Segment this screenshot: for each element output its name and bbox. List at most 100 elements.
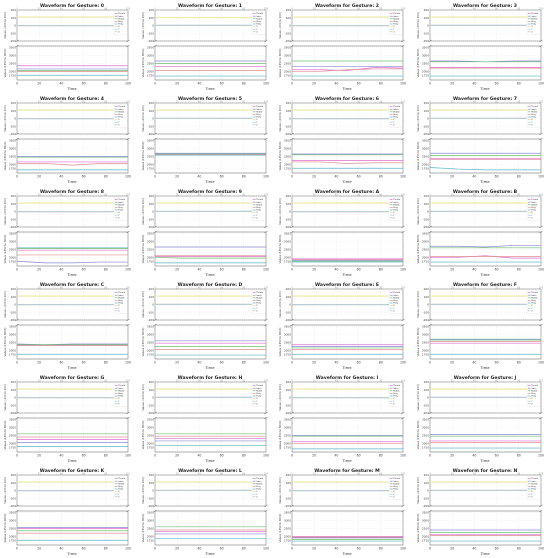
legend-label: Ring xyxy=(256,486,261,488)
y-tick-label: 2000 xyxy=(284,441,291,445)
top-x-tick-label: 0 xyxy=(429,286,431,289)
top-x-tick-label: 100 xyxy=(538,286,543,289)
legend-label: Y xyxy=(118,29,120,31)
x-tick-label: 60 xyxy=(82,361,86,365)
legend-label: Z xyxy=(393,217,395,219)
y-tick-label: 2000 xyxy=(421,255,428,259)
y-tick-label: 3000 xyxy=(9,332,16,336)
y-tick-label: -100 xyxy=(422,124,429,128)
axis-break-mark xyxy=(152,137,157,141)
gesture-chart-0: Waveform for Gesture: 02001000-100-20035… xyxy=(3,3,131,91)
top-x-tick-label: 60 xyxy=(82,286,85,289)
top-y-axis-label: Values (-200 to 200) xyxy=(3,105,7,131)
legend-label: Thumb xyxy=(256,478,263,480)
legend-label: Pinky xyxy=(393,396,399,398)
legend-label: Index xyxy=(531,388,537,390)
top-x-tick-label: 40 xyxy=(473,379,476,382)
y-tick-label: -100 xyxy=(285,124,292,128)
axis-break-mark xyxy=(126,137,130,141)
x-tick-label: 40 xyxy=(197,361,201,365)
legend-label: Y xyxy=(393,494,395,496)
axis-break-mark xyxy=(126,504,130,508)
y-tick-label: 200 xyxy=(148,473,154,477)
legend-label: Y xyxy=(256,308,258,310)
top-x-tick-label: 20 xyxy=(175,379,178,382)
legend-label: Thumb xyxy=(393,385,400,387)
top-y-axis-label: Values (-200 to 200) xyxy=(141,198,145,224)
x-tick-label: 100 xyxy=(400,175,406,179)
legend-label: Middle xyxy=(393,483,400,485)
axis-break-mark xyxy=(15,509,19,513)
bottom-plot-area xyxy=(16,510,129,546)
top-x-tick-label: 100 xyxy=(538,472,543,475)
y-tick-label: 1750 xyxy=(146,352,153,356)
x-tick-label: 100 xyxy=(537,454,543,458)
top-x-tick-label: 100 xyxy=(538,7,543,10)
top-x-tick-label: 40 xyxy=(335,193,338,196)
y-tick-label: 1750 xyxy=(9,538,16,542)
legend-label: X xyxy=(393,398,395,400)
legend-label: Middle xyxy=(256,18,263,20)
axis-break-mark xyxy=(126,39,130,43)
y-tick-label: 2000 xyxy=(421,441,428,445)
top-x-tick-label: 80 xyxy=(517,472,520,475)
x-tick-label: 100 xyxy=(125,454,131,458)
y-tick-label: 200 xyxy=(423,287,429,291)
legend-box xyxy=(526,383,541,407)
axis-break-mark xyxy=(538,504,543,508)
y-tick-label: 0 xyxy=(289,303,291,307)
x-tick-label: 80 xyxy=(241,547,245,551)
bottom-plot-area xyxy=(154,324,266,360)
axis-break-mark xyxy=(126,132,130,136)
x-tick-label: 20 xyxy=(175,361,179,365)
legend-label: Index xyxy=(393,481,399,483)
top-x-tick-label: 40 xyxy=(335,379,338,382)
x-tick-label: 80 xyxy=(516,361,520,365)
top-x-tick-label: 100 xyxy=(263,193,268,196)
top-x-tick-label: 40 xyxy=(198,193,201,196)
y-tick-label: -200 xyxy=(10,411,17,415)
legend-box xyxy=(388,104,403,128)
top-x-tick-label: 80 xyxy=(242,286,245,289)
bottom-plot-area xyxy=(291,324,404,360)
y-tick-label: -200 xyxy=(10,39,17,43)
axis-break-mark xyxy=(427,225,432,229)
bottom-plot-area xyxy=(429,138,541,174)
y-tick-label: -100 xyxy=(422,403,429,407)
legend-box xyxy=(526,104,541,128)
bottom-y-axis-label: Values (1450 to 3600) xyxy=(278,49,282,78)
top-x-tick-label: 80 xyxy=(379,472,382,475)
x-tick-label: 80 xyxy=(104,547,108,551)
x-axis-label: Time xyxy=(479,179,490,184)
x-axis-label: Time xyxy=(341,458,352,463)
axis-break-mark xyxy=(427,230,432,234)
x-tick-label: 40 xyxy=(59,175,63,179)
x-tick-label: 100 xyxy=(262,268,268,272)
legend-label: Index xyxy=(256,202,262,204)
y-tick-label: -100 xyxy=(422,31,429,35)
top-x-tick-label: 100 xyxy=(401,379,406,382)
x-tick-label: 80 xyxy=(104,268,108,272)
legend-label: Pinky xyxy=(393,489,399,491)
legend-label: Pinky xyxy=(256,117,262,119)
y-tick-label: 1750 xyxy=(9,352,16,356)
chart-title: Waveform for Gesture: 4 xyxy=(40,96,104,102)
top-x-tick-label: 80 xyxy=(242,472,245,475)
bottom-plot-area xyxy=(291,510,404,546)
axis-break-mark xyxy=(15,225,19,229)
y-tick-label: 2000 xyxy=(421,348,428,352)
bottom-plot-area xyxy=(291,45,404,81)
x-tick-label: 0 xyxy=(428,454,430,458)
axis-break-mark xyxy=(152,318,157,322)
axis-break-mark xyxy=(263,132,268,136)
top-x-tick-label: 60 xyxy=(82,472,85,475)
bottom-y-axis-label: Values (1450 to 3600) xyxy=(141,142,145,171)
legend-label: X xyxy=(118,491,120,493)
axis-break-mark xyxy=(427,323,432,327)
y-tick-label: 2500 xyxy=(284,526,291,530)
y-tick-label: -200 xyxy=(147,39,154,43)
top-y-axis-label: Values (-200 to 200) xyxy=(416,477,420,503)
legend-label: Thumb xyxy=(118,292,125,294)
top-x-tick-label: 60 xyxy=(495,100,498,103)
